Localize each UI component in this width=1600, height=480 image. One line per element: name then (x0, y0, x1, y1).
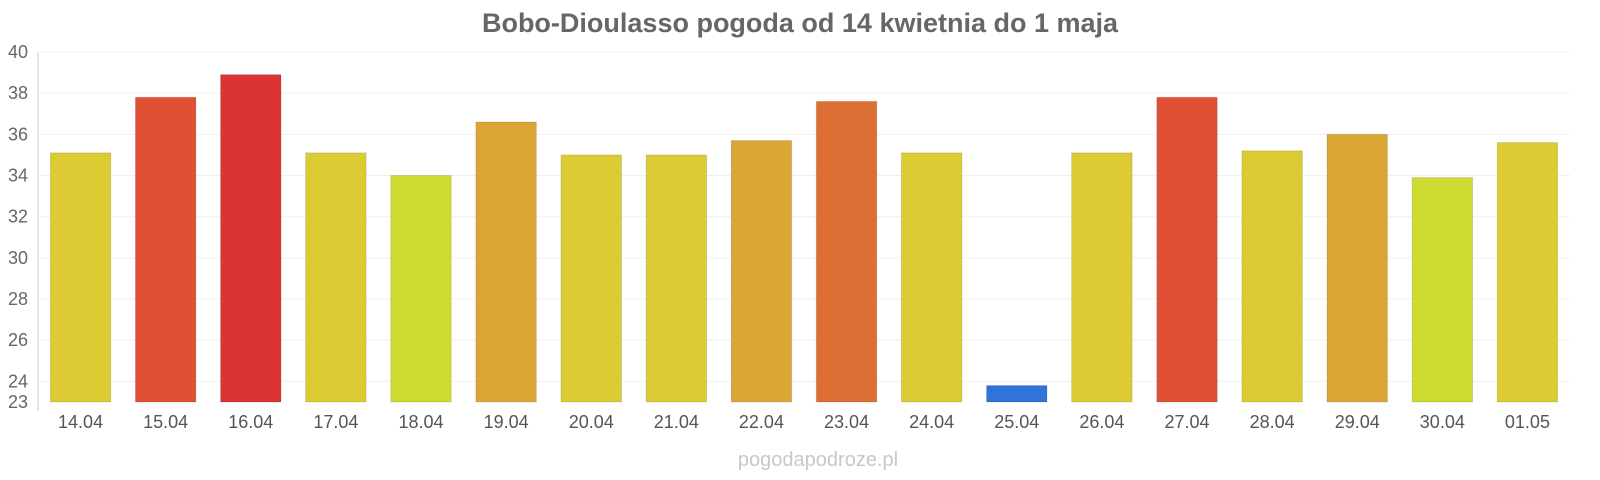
y-tick-label: 38 (8, 83, 28, 103)
x-tick-label: 22.04 (739, 412, 784, 432)
x-tick-label: 18.04 (398, 412, 443, 432)
bar-22.04 (730, 140, 793, 403)
x-tick-label: 14.04 (58, 412, 103, 432)
chart-title: Bobo-Dioulasso pogoda od 14 kwietnia do … (482, 8, 1119, 38)
bar-16.04 (220, 74, 282, 403)
bar-23.04 (815, 100, 878, 403)
bar-19.04 (475, 121, 537, 403)
y-tick-label: 23 (8, 392, 28, 412)
bar-28.04 (1241, 150, 1303, 403)
bar-27.04 (1156, 96, 1218, 403)
x-tick-label: 29.04 (1335, 412, 1380, 432)
bar-15.04 (134, 96, 197, 403)
y-tick-label: 34 (8, 166, 28, 186)
x-tick-label: 30.04 (1420, 412, 1465, 432)
x-tick-label: 01.05 (1505, 412, 1550, 432)
x-tick-label: 15.04 (143, 412, 188, 432)
x-tick-label: 23.04 (824, 412, 869, 432)
bar-17.04 (305, 152, 367, 403)
bar-01.05 (1496, 142, 1559, 403)
x-tick-label: 25.04 (994, 412, 1039, 432)
y-tick-label: 32 (8, 207, 28, 227)
bar-26.04 (1071, 152, 1133, 403)
y-tick-label: 28 (8, 289, 28, 309)
x-tick-label: 19.04 (484, 412, 529, 432)
x-tick-label: 27.04 (1164, 412, 1209, 432)
x-tick-label: 21.04 (654, 412, 699, 432)
y-tick-label: 36 (8, 124, 28, 144)
y-tick-label: 24 (8, 371, 28, 391)
x-tick-label: 28.04 (1250, 412, 1295, 432)
watermark: pogodapodroze.pl (738, 449, 898, 471)
grid-lines (38, 51, 1570, 382)
bars (49, 74, 1559, 403)
bar-25.04 (986, 385, 1048, 403)
bar-18.04 (390, 175, 452, 403)
bar-21.04 (645, 154, 708, 403)
x-axis-labels: 14.04 15.04 16.04 17.04 18.04 19.04 20.04 21.04… (58, 412, 1550, 432)
x-tick-label: 26.04 (1079, 412, 1124, 432)
bar-20.04 (560, 154, 622, 403)
bar-24.04 (900, 152, 963, 403)
y-tick-label: 30 (8, 248, 28, 268)
y-tick-label: 26 (8, 330, 28, 350)
x-tick-label: 20.04 (569, 412, 614, 432)
bar-30.04 (1411, 177, 1474, 403)
x-tick-label: 17.04 (313, 412, 358, 432)
bar-14.04 (49, 152, 112, 403)
bar-29.04 (1326, 133, 1388, 403)
x-tick-label: 24.04 (909, 412, 954, 432)
y-tick-label: 40 (8, 42, 28, 62)
x-tick-label: 16.04 (228, 412, 273, 432)
